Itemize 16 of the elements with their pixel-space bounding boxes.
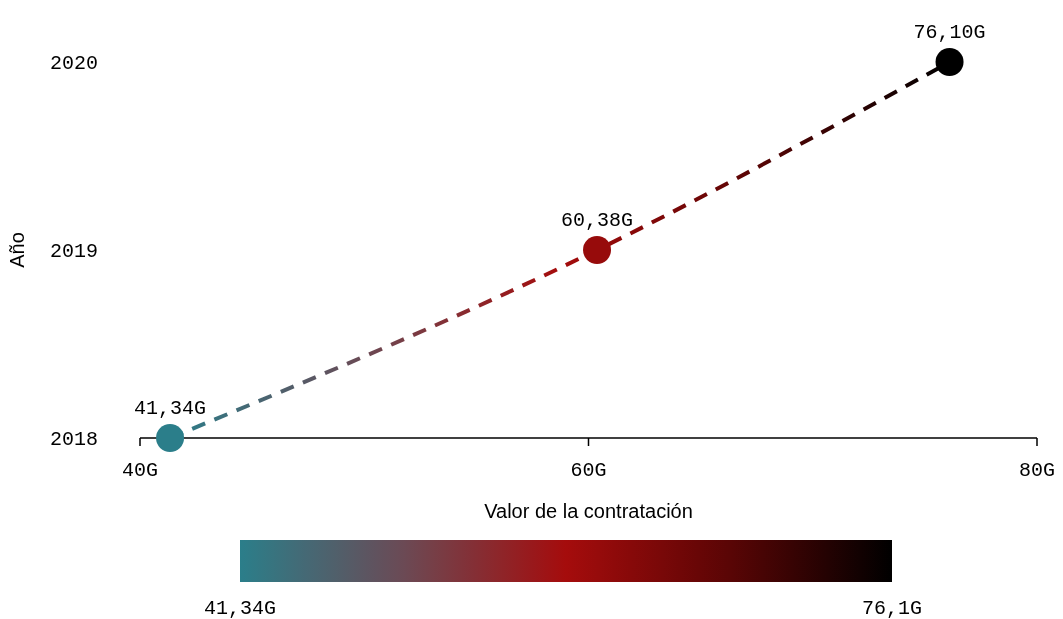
y-axis-title: Año [6,232,28,268]
y-tick-label: 2020 [49,52,98,75]
annotation: 60,38G [561,209,634,232]
color-bar-label: 41,34G [203,597,277,619]
point [156,424,185,452]
annotation: 76,10G [913,21,986,44]
y-tick-label: 2019 [49,240,98,263]
point [935,48,964,76]
x-tick-label: 60G [570,459,607,482]
x-tick-label: 80G [1018,459,1056,482]
point [583,236,612,264]
annotation: 41,34G [134,397,207,420]
x-tick-label: 40G [121,459,159,482]
color-bar-label: 76,1G [861,597,923,619]
x-axis-title: Valor de la contratación [484,500,693,522]
y-tick-label: 2018 [49,428,98,451]
